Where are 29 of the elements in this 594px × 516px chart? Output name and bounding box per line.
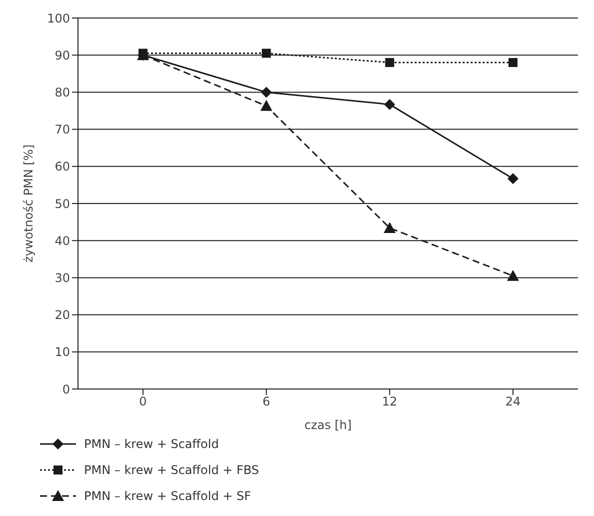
y-tick-label: 10	[54, 345, 70, 360]
y-tick-label: 40	[54, 234, 70, 248]
point	[262, 48, 271, 58]
point	[384, 222, 396, 233]
legend-label: PMN – krew + Scaffold	[84, 437, 219, 451]
x-tick-label: 6	[262, 394, 270, 409]
y-tick-label: 20	[54, 308, 70, 322]
point	[508, 173, 518, 184]
x-tick-label: 0	[139, 394, 147, 409]
y-tick-label: 30	[54, 270, 70, 285]
y-tick-label: 80	[54, 85, 70, 100]
point	[260, 100, 272, 111]
x-tick-label: 12	[382, 394, 398, 409]
y-tick-label: 70	[54, 122, 70, 137]
y-tick-label: 90	[54, 48, 70, 62]
y-tick-label: 60	[54, 160, 70, 174]
point	[260, 86, 272, 98]
y-tick-label: 0	[62, 382, 70, 396]
legend-label: PMN – krew + Scaffold + SF	[84, 489, 252, 503]
y-tick-label: 50	[54, 196, 70, 211]
point	[507, 270, 519, 281]
x-axis-title: czas [h]	[304, 418, 352, 432]
point	[384, 98, 396, 110]
legend-label: PMN – krew + Scaffold + FBS	[84, 463, 260, 477]
x-tick-label: 24	[505, 394, 521, 409]
point	[385, 58, 394, 68]
y-tick-label: 100	[47, 11, 70, 26]
y-axis-title: żywotność PMN [%]	[21, 144, 36, 263]
point	[508, 58, 518, 68]
